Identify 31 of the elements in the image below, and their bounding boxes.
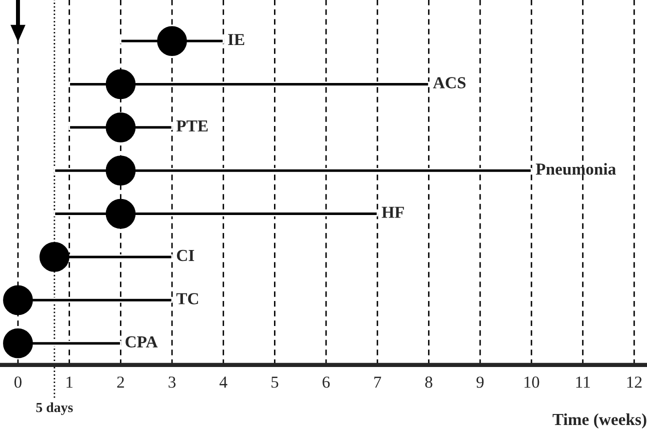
x-tick-label: 9 (476, 376, 484, 388)
x-tick-label: 10 (524, 376, 540, 388)
x-tick-label: 12 (627, 376, 642, 388)
point (106, 112, 136, 142)
x-axis-title: Time (weeks) (552, 413, 646, 428)
y-tick-label: CI (176, 250, 194, 262)
x-tick-label: 2 (117, 376, 124, 388)
x-tick-label: 1 (66, 376, 72, 388)
x-tick-label: 4 (220, 376, 228, 388)
y-tick-label: ACS (433, 77, 466, 88)
y-tick-label: Pneumonia (536, 163, 616, 175)
y-tick-label: CPA (126, 336, 158, 348)
x-tick-label: 8 (425, 376, 432, 388)
y-tick-label: IE (228, 34, 244, 46)
point (106, 156, 136, 186)
y-tick-label: HF (382, 206, 404, 218)
x-tick-label: 6 (322, 376, 330, 388)
x-tick-label: 3 (168, 376, 176, 388)
y-tick-label: PTE (176, 120, 208, 132)
point (3, 328, 33, 358)
point (157, 26, 187, 56)
point (106, 69, 136, 100)
ref-line-label: 5 days (36, 402, 73, 416)
x-tick-label: 7 (374, 376, 382, 388)
point (40, 242, 70, 272)
x-tick-label: 0 (14, 376, 22, 388)
point (106, 198, 136, 229)
y-tick-label: TC (176, 293, 198, 304)
x-tick-label: 11 (576, 376, 590, 388)
point (3, 285, 33, 316)
x-tick-label: 5 (272, 376, 278, 388)
